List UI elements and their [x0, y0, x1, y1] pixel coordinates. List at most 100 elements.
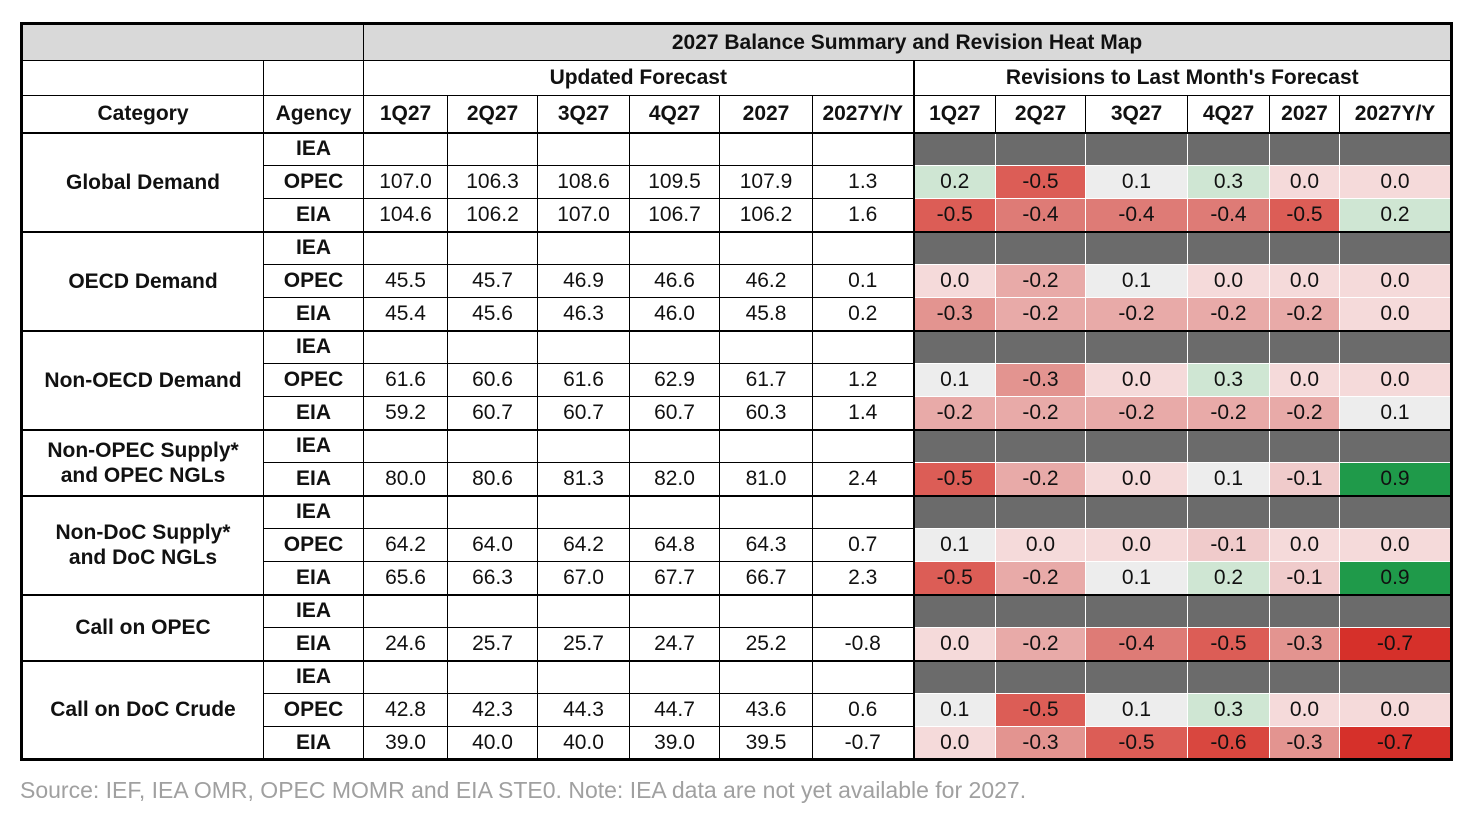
empty-revision-cell — [1269, 131, 1340, 166]
revision-cell: 0.2 — [912, 165, 996, 199]
empty-cell — [537, 131, 630, 166]
forecast-cell: 66.3 — [447, 561, 538, 595]
agency-cell: EIA — [263, 726, 364, 760]
forecast-cell: 44.7 — [629, 693, 720, 727]
forecast-cell: 64.2 — [537, 528, 630, 562]
forecast-cell: 106.7 — [629, 198, 720, 232]
revision-cell: -0.2 — [995, 561, 1086, 595]
revision-cell: -0.4 — [1085, 198, 1188, 232]
agency-cell: OPEC — [263, 528, 364, 562]
group-header-row: Updated Forecast Revisions to Last Month… — [21, 60, 1453, 96]
empty-cell — [363, 131, 448, 166]
column-header: 2027Y/Y — [1338, 95, 1453, 133]
forecast-cell: 64.8 — [629, 528, 720, 562]
revision-cell: -0.4 — [995, 198, 1086, 232]
empty-revision-cell — [1338, 230, 1453, 265]
empty-revision-cell — [1085, 659, 1188, 694]
revision-cell: -0.3 — [1269, 627, 1340, 661]
forecast-cell: 25.7 — [447, 627, 538, 661]
empty-revision-cell — [1187, 494, 1270, 529]
forecast-cell: 67.0 — [537, 561, 630, 595]
empty-revision-cell — [912, 593, 996, 628]
forecast-cell: 64.0 — [447, 528, 538, 562]
revision-cell: 0.0 — [1338, 693, 1453, 727]
revision-cell: 0.0 — [1338, 528, 1453, 562]
forecast-cell: 107.9 — [719, 165, 813, 199]
empty-cell — [363, 494, 448, 529]
blank-cell — [263, 60, 364, 96]
blank-cell — [21, 60, 264, 96]
column-header: 2Q27 — [447, 95, 538, 133]
agency-cell: EIA — [263, 462, 364, 496]
data-row: OPEC 107.0 106.3 108.6 109.5 107.9 1.3 0.2 -0.5 0… — [22, 165, 1453, 199]
agency-cell: IEA — [263, 428, 364, 463]
revision-cell: -0.2 — [912, 396, 996, 430]
forecast-cell: 80.6 — [447, 462, 538, 496]
empty-revision-cell — [1338, 659, 1453, 694]
heat-map-table: 2027 Balance Summary and Revision Heat M… — [20, 22, 1454, 761]
forecast-cell: 61.6 — [363, 363, 448, 397]
revision-cell: -0.7 — [1338, 627, 1453, 661]
forecast-cell: 65.6 — [363, 561, 448, 595]
empty-revision-cell — [1085, 329, 1188, 364]
column-header: Agency — [263, 95, 364, 133]
forecast-cell: 46.0 — [629, 297, 720, 331]
table-title: 2027 Balance Summary and Revision Heat M… — [362, 23, 1453, 61]
empty-cell — [447, 593, 538, 628]
empty-cell — [537, 593, 630, 628]
forecast-cell: 109.5 — [629, 165, 720, 199]
forecast-cell: 39.0 — [629, 726, 720, 760]
revision-cell: 0.3 — [1187, 363, 1270, 397]
empty-cell — [719, 329, 813, 364]
empty-cell — [363, 230, 448, 265]
revision-cell: 0.1 — [1187, 462, 1270, 496]
empty-cell — [719, 131, 813, 166]
revision-cell: 0.0 — [1187, 264, 1270, 298]
revision-cell: 0.1 — [912, 528, 996, 562]
forecast-cell: 60.7 — [629, 396, 720, 430]
revision-cell: -0.4 — [1187, 198, 1270, 232]
column-header: Category — [21, 95, 264, 133]
forecast-cell: 61.7 — [719, 363, 813, 397]
column-header: 3Q27 — [1085, 95, 1188, 133]
column-header: 4Q27 — [1187, 95, 1270, 133]
empty-revision-cell — [1085, 131, 1188, 166]
empty-revision-cell — [1187, 428, 1270, 463]
group-header: Revisions to Last Month's Forecast — [912, 60, 1453, 96]
revision-cell: 0.0 — [1338, 363, 1453, 397]
empty-cell — [629, 659, 720, 694]
data-row: Call on OPEC IEA — [21, 593, 1453, 661]
revision-cell: -0.3 — [1269, 726, 1340, 760]
empty-revision-cell — [1269, 428, 1340, 463]
empty-revision-cell — [1187, 593, 1270, 628]
empty-cell — [719, 593, 813, 628]
empty-cell — [812, 659, 914, 694]
revision-cell: 0.0 — [1269, 528, 1340, 562]
empty-cell — [719, 230, 813, 265]
forecast-cell: 0.6 — [812, 693, 914, 727]
empty-revision-cell — [912, 659, 996, 694]
data-row: Non-DoC Supply* and DoC NGLs IEA — [21, 494, 1453, 595]
forecast-cell: 64.3 — [719, 528, 813, 562]
agency-cell: OPEC — [263, 264, 364, 298]
forecast-cell: 60.6 — [447, 363, 538, 397]
empty-revision-cell — [995, 659, 1086, 694]
empty-revision-cell — [912, 131, 996, 166]
revision-cell: -0.5 — [1187, 627, 1270, 661]
empty-cell — [447, 428, 538, 463]
data-row: OECD Demand IEA — [21, 230, 1453, 331]
empty-revision-cell — [1269, 659, 1340, 694]
revision-cell: -0.1 — [1269, 561, 1340, 595]
forecast-cell: 106.3 — [447, 165, 538, 199]
source-note: Source: IEF, IEA OMR, OPEC MOMR and EIA … — [20, 777, 1027, 803]
forecast-cell: 61.6 — [537, 363, 630, 397]
forecast-cell: 46.9 — [537, 264, 630, 298]
forecast-cell: 82.0 — [629, 462, 720, 496]
revision-cell: -0.5 — [912, 561, 996, 595]
forecast-cell: 2.4 — [812, 462, 914, 496]
revision-cell: -0.6 — [1187, 726, 1270, 760]
forecast-cell: 45.5 — [363, 264, 448, 298]
empty-cell — [719, 659, 813, 694]
revision-cell: 0.0 — [1338, 297, 1453, 331]
